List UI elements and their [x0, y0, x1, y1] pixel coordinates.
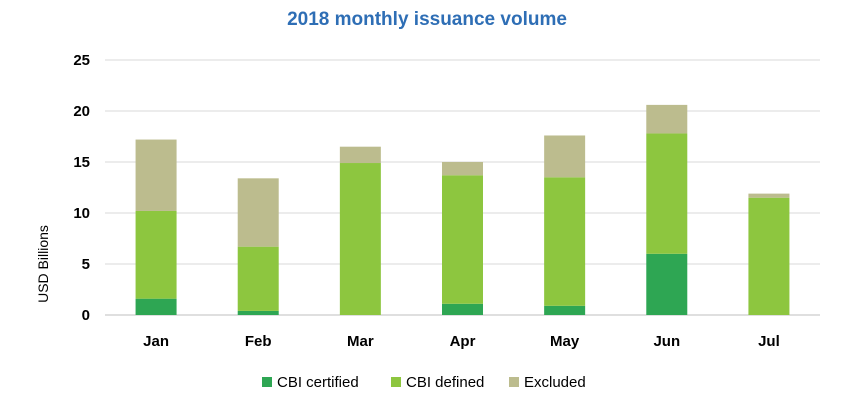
y-tick-label: 0	[82, 307, 90, 324]
bar-cbi-certified-apr	[442, 303, 483, 315]
x-category-label: Apr	[450, 333, 476, 350]
legend-swatch-excluded	[509, 377, 519, 387]
y-tick-label: 20	[73, 103, 90, 120]
x-category-label: Mar	[347, 333, 374, 350]
y-tick-label: 10	[73, 205, 90, 222]
bar-excluded-mar	[339, 146, 381, 164]
legend-label: CBI certified	[277, 374, 359, 391]
bar-cbi-defined-jun	[646, 133, 688, 254]
y-tick-label: 15	[73, 154, 90, 171]
x-category-label: Feb	[245, 333, 272, 350]
bar-excluded-jan	[135, 139, 177, 211]
bar-cbi-certified-jun	[646, 253, 688, 315]
x-category-label: Jul	[758, 333, 780, 350]
bar-excluded-jun	[646, 104, 688, 134]
x-axis-categories: Jan Feb Mar Apr May Jun Jul	[143, 333, 780, 350]
chart-title: 2018 monthly issuance volume	[287, 9, 567, 30]
y-tick-label: 5	[82, 256, 90, 273]
legend-swatch-cbi-defined	[391, 377, 401, 387]
y-axis-ticks: 0 5 10 15 20 25	[73, 52, 90, 324]
y-tick-label: 25	[73, 52, 90, 69]
x-category-label: Jan	[143, 333, 169, 350]
bar-excluded-may	[544, 135, 586, 178]
legend: CBI certified CBI defined Excluded	[262, 374, 586, 391]
legend-label: Excluded	[524, 374, 586, 391]
bar-cbi-certified-feb	[237, 310, 279, 315]
legend-label: CBI defined	[406, 374, 484, 391]
bar-cbi-defined-feb	[237, 246, 279, 311]
bar-cbi-defined-mar	[339, 163, 381, 315]
bar-cbi-certified-may	[544, 305, 586, 315]
y-axis-label: USD Billions	[35, 225, 51, 303]
bar-cbi-defined-apr	[442, 175, 483, 304]
bar-excluded-jul	[748, 193, 790, 198]
bar-cbi-defined-may	[544, 177, 586, 306]
x-category-label: May	[550, 333, 580, 350]
legend-swatch-cbi-certified	[262, 377, 272, 387]
x-category-label: Jun	[653, 333, 680, 350]
bar-cbi-certified-jan	[135, 298, 177, 315]
bar-cbi-defined-jan	[135, 210, 177, 299]
bar-excluded-apr	[442, 162, 483, 176]
bar-excluded-feb	[237, 178, 279, 247]
bar-cbi-defined-jul	[748, 197, 790, 315]
bars	[135, 104, 790, 315]
